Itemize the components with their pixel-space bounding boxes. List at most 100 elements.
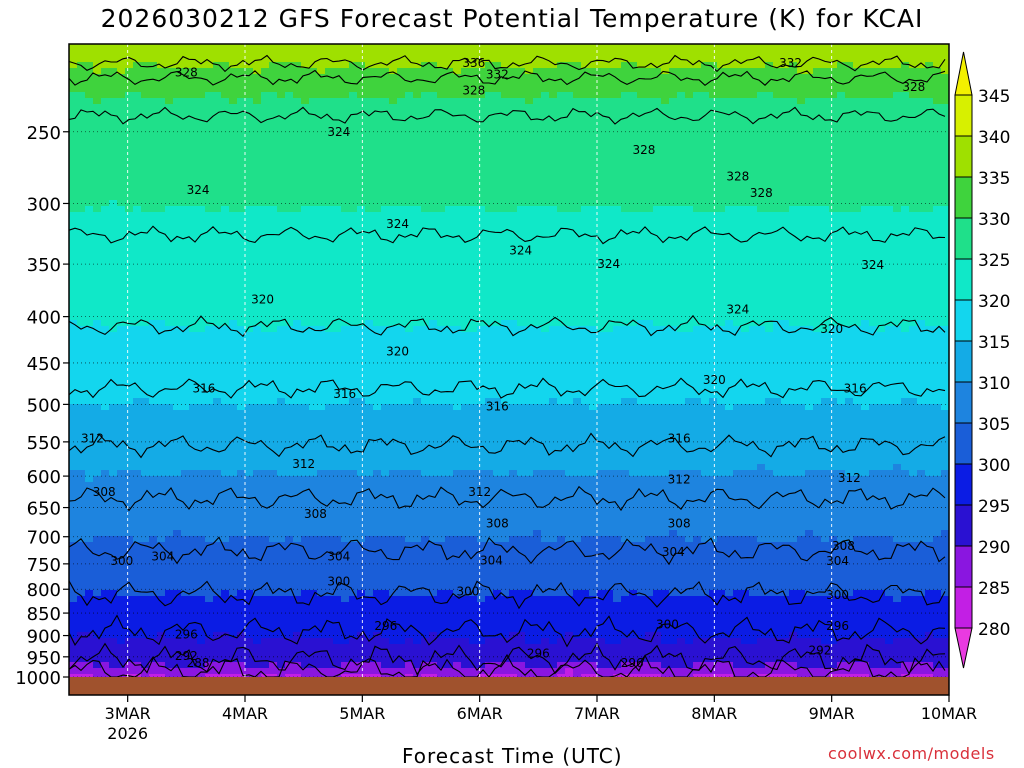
field-cell (189, 614, 198, 621)
field-cell (117, 218, 126, 225)
field-cell (309, 260, 318, 267)
field-cell (341, 104, 350, 111)
field-cell (429, 536, 438, 543)
field-cell (117, 254, 126, 261)
field-cell (261, 620, 270, 627)
field-cell (317, 224, 326, 231)
field-cell (93, 380, 102, 387)
field-cell (109, 626, 118, 633)
field-cell (205, 134, 214, 141)
field-cell (333, 560, 342, 567)
field-cell (341, 338, 350, 345)
field-cell (253, 518, 262, 525)
field-cell (101, 392, 110, 399)
field-cell (85, 158, 94, 165)
field-cell (293, 146, 302, 153)
field-cell (317, 488, 326, 495)
field-cell (181, 308, 190, 315)
field-cell (69, 44, 78, 51)
field-cell (349, 122, 358, 129)
field-cell (269, 170, 278, 177)
field-cell (133, 584, 142, 591)
field-cell (77, 602, 86, 609)
field-cell (141, 512, 150, 519)
field-cell (101, 578, 110, 585)
field-cell (285, 122, 294, 129)
field-cell (237, 260, 246, 267)
field-cell (85, 266, 94, 273)
field-cell (413, 62, 422, 69)
field-cell (125, 422, 134, 429)
field-cell (301, 260, 310, 267)
field-cell (93, 224, 102, 231)
field-cell (373, 116, 382, 123)
field-cell (149, 290, 158, 297)
field-cell (285, 434, 294, 441)
field-cell (381, 266, 390, 273)
field-cell (293, 278, 302, 285)
field-cell (341, 80, 350, 87)
field-cell (405, 56, 414, 63)
field-cell (205, 44, 214, 51)
field-cell (165, 164, 174, 171)
field-cell (85, 50, 94, 57)
field-cell (237, 374, 246, 381)
field-cell (341, 524, 350, 531)
field-cell (421, 164, 430, 171)
field-cell (213, 440, 222, 447)
field-cell (109, 464, 118, 471)
field-cell (293, 434, 302, 441)
field-cell (397, 416, 406, 423)
field-cell (389, 476, 398, 483)
field-cell (437, 128, 446, 135)
field-cell (285, 344, 294, 351)
field-cell (173, 86, 182, 93)
field-cell (317, 608, 326, 615)
field-cell (221, 242, 230, 249)
field-cell (181, 512, 190, 519)
field-cell (253, 164, 262, 171)
field-cell (245, 620, 254, 627)
field-cell (237, 434, 246, 441)
field-cell (341, 656, 350, 663)
field-cell (325, 128, 334, 135)
field-cell (149, 470, 158, 477)
field-cell (109, 404, 118, 411)
field-cell (253, 356, 262, 363)
field-cell (389, 470, 398, 477)
field-cell (397, 290, 406, 297)
field-cell (381, 68, 390, 75)
field-cell (341, 494, 350, 501)
field-cell (229, 260, 238, 267)
field-cell (85, 548, 94, 555)
field-cell (205, 338, 214, 345)
field-cell (237, 428, 246, 435)
field-cell (413, 98, 422, 105)
field-cell (405, 272, 414, 279)
field-cell (117, 212, 126, 219)
field-cell (93, 188, 102, 195)
field-cell (333, 248, 342, 255)
field-cell (301, 116, 310, 123)
field-cell (77, 374, 86, 381)
field-cell (397, 80, 406, 87)
field-cell (301, 290, 310, 297)
field-cell (237, 500, 246, 507)
field-cell (349, 410, 358, 417)
field-cell (325, 602, 334, 609)
field-cell (365, 212, 374, 219)
field-cell (277, 314, 286, 321)
field-cell (365, 494, 374, 501)
field-cell (189, 392, 198, 399)
field-cell (349, 182, 358, 189)
field-cell (125, 500, 134, 507)
field-cell (221, 134, 230, 141)
field-cell (205, 152, 214, 159)
field-cell (421, 290, 430, 297)
field-cell (341, 164, 350, 171)
field-cell (189, 470, 198, 477)
field-cell (213, 296, 222, 303)
field-cell (381, 62, 390, 69)
field-cell (341, 128, 350, 135)
field-cell (173, 608, 182, 615)
